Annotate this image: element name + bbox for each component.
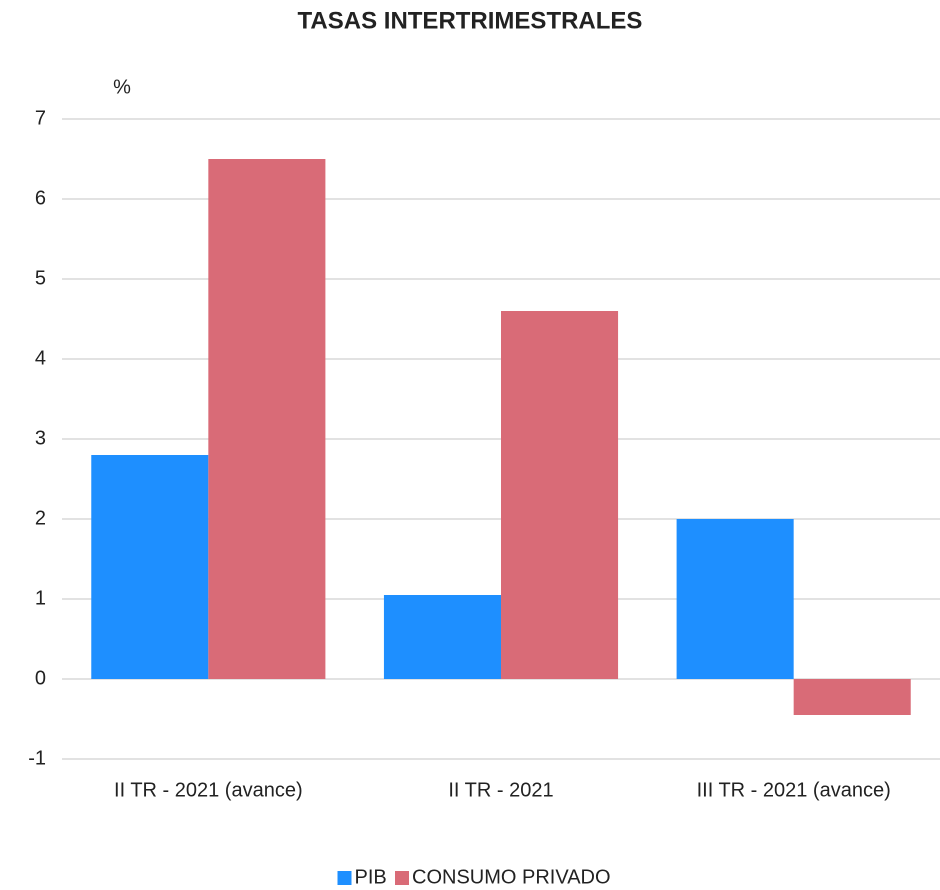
x-tick-label: III TR - 2021 (avance) xyxy=(697,779,891,801)
y-tick-label: 1 xyxy=(35,587,46,609)
legend-swatch xyxy=(337,871,352,885)
x-tick-label: II TR - 2021 (avance) xyxy=(114,779,303,801)
y-tick-label: 3 xyxy=(35,427,46,449)
legend-label: PIB xyxy=(355,866,387,888)
legend-swatch xyxy=(395,871,409,885)
y-tick-label: 7 xyxy=(35,107,46,129)
y-tick-label: -1 xyxy=(28,747,46,769)
chart-title: TASAS INTERTRIMESTRALES xyxy=(298,7,643,34)
y-tick-label: 5 xyxy=(35,267,46,289)
legend-label: CONSUMO PRIVADO xyxy=(412,866,611,888)
y-axis-label: % xyxy=(113,76,131,98)
x-tick-label: II TR - 2021 xyxy=(448,779,553,801)
bar xyxy=(676,519,794,679)
bar xyxy=(208,159,326,679)
y-tick-label: 4 xyxy=(35,347,46,369)
y-tick-label: 2 xyxy=(35,507,46,529)
bar xyxy=(501,311,619,679)
y-tick-label: 0 xyxy=(35,667,46,689)
bar xyxy=(91,455,209,679)
bar xyxy=(793,679,911,715)
bar xyxy=(383,595,501,679)
y-tick-label: 6 xyxy=(35,187,46,209)
